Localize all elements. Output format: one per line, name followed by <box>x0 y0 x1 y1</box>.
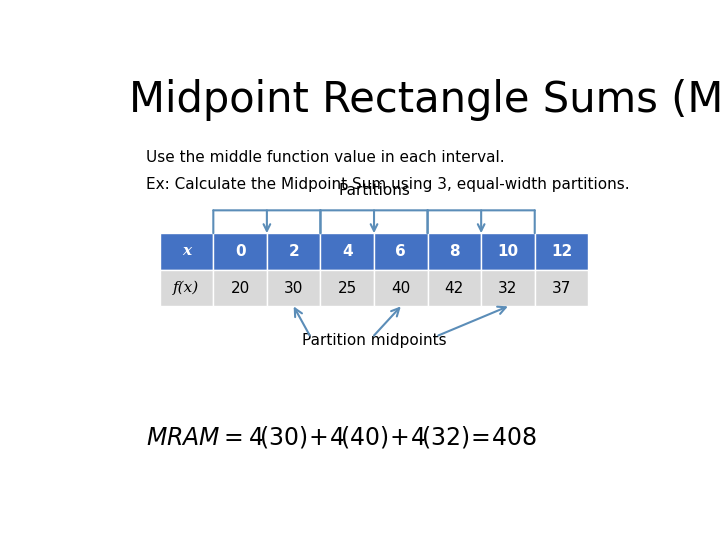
Text: 32: 32 <box>498 281 518 295</box>
Bar <box>374 270 428 306</box>
Text: Partition midpoints: Partition midpoints <box>302 333 446 348</box>
Text: 37: 37 <box>552 281 571 295</box>
Text: 40: 40 <box>391 281 410 295</box>
Text: 0: 0 <box>235 244 246 259</box>
Bar <box>481 270 535 306</box>
Bar <box>428 233 481 270</box>
Bar <box>428 270 481 306</box>
Text: Use the middle function value in each interval.: Use the middle function value in each in… <box>145 150 505 165</box>
Bar <box>535 270 588 306</box>
Text: 4: 4 <box>342 244 353 259</box>
Text: 20: 20 <box>230 281 250 295</box>
Bar <box>213 270 267 306</box>
Bar <box>267 233 320 270</box>
Text: 25: 25 <box>338 281 357 295</box>
Text: f(x): f(x) <box>174 281 199 295</box>
Bar <box>160 270 213 306</box>
Text: 12: 12 <box>551 244 572 259</box>
Bar <box>213 233 267 270</box>
Bar <box>374 233 428 270</box>
Text: 30: 30 <box>284 281 303 295</box>
Bar <box>535 233 588 270</box>
Text: Partitions: Partitions <box>338 183 410 198</box>
Text: $\mathit{MRAM} = 4\!\left(30\right)\!+\!4\!\left(40\right)\!+\!4\!\left(32\right: $\mathit{MRAM} = 4\!\left(30\right)\!+\!… <box>145 424 537 450</box>
Text: 42: 42 <box>445 281 464 295</box>
Bar <box>267 270 320 306</box>
Bar <box>320 233 374 270</box>
Text: 8: 8 <box>449 244 459 259</box>
Bar <box>320 270 374 306</box>
Text: 10: 10 <box>498 244 518 259</box>
Text: Midpoint Rectangle Sums (MRAM): Midpoint Rectangle Sums (MRAM) <box>129 79 720 122</box>
Text: 6: 6 <box>395 244 406 259</box>
Text: x: x <box>182 245 191 259</box>
Bar <box>160 233 213 270</box>
Text: 2: 2 <box>288 244 299 259</box>
Bar <box>481 233 535 270</box>
Text: Ex: Calculate the Midpoint Sum using 3, equal-width partitions.: Ex: Calculate the Midpoint Sum using 3, … <box>145 177 629 192</box>
